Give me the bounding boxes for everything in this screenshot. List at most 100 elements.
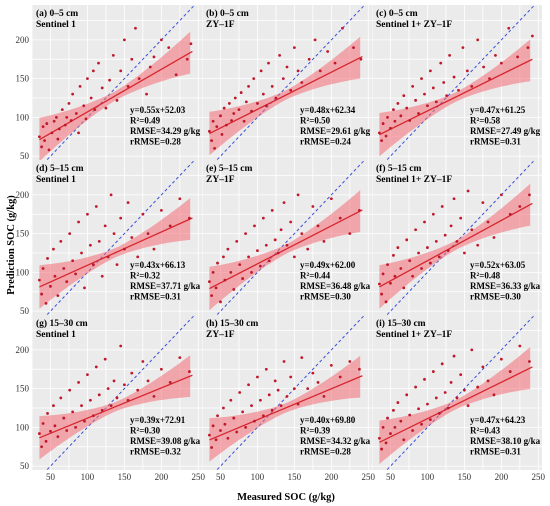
data-point [348,232,352,236]
data-point [423,92,426,96]
data-point [267,393,271,397]
data-point [210,294,214,298]
data-point [241,277,245,280]
data-point [78,84,82,88]
data-point [306,387,310,391]
data-point [106,255,110,259]
data-point [273,238,277,242]
data-point [93,108,97,112]
data-point [392,253,395,257]
data-point [60,108,64,112]
data-point [420,77,423,81]
data-point [389,281,392,285]
data-point [44,301,48,305]
data-point [63,123,67,127]
y-axis-title: Prediction SOC (g/kg) [6,195,17,295]
data-point [229,270,233,274]
panel-subtitle: Sentinel 1 [36,330,76,340]
data-point [516,55,520,59]
data-point [449,381,453,384]
data-point [417,112,420,115]
data-point [333,61,337,65]
stat-line: RMSE=37.71 g/ka [130,281,201,291]
stat-line: R²=0.39 [300,426,331,436]
panel-subtitle: ZY–1F [206,20,235,30]
data-point [270,208,274,212]
data-point [329,197,333,201]
data-point [437,412,441,415]
data-point [426,402,429,406]
data-point [168,224,172,228]
data-point [261,92,265,96]
data-point [338,216,342,220]
data-point [455,239,459,243]
data-point [261,414,265,418]
data-point [476,385,480,389]
x-tick-label: 50 [216,472,226,482]
data-point [112,232,116,236]
data-point [462,251,466,255]
x-tick-label: 150 [118,472,132,482]
data-point [486,379,490,383]
y-tick-label: 100 [16,422,30,432]
data-point [94,205,98,208]
data-point [57,127,61,131]
data-point [103,224,107,228]
data-point [278,53,282,57]
data-point [68,388,72,392]
data-point [434,100,438,104]
data-point [235,430,239,434]
data-point [188,370,191,373]
data-point [91,69,95,73]
data-point [296,69,300,73]
data-point [292,387,296,391]
data-point [216,414,219,418]
data-point [65,429,69,432]
data-point [289,88,293,92]
data-point [486,220,490,224]
data-point [457,88,460,92]
data-point [462,388,466,392]
data-point [222,255,225,259]
data-point [306,247,310,251]
data-point [396,401,400,404]
data-point [91,263,95,267]
data-point [300,81,304,84]
one-to-one-line [216,5,365,160]
data-point [40,445,44,449]
data-point [152,55,156,59]
data-point [211,270,215,274]
stat-line: rRMSE=0.32 [130,447,181,457]
stat-line: y=0.47x+64.23 [470,415,526,425]
data-point [476,38,480,42]
data-point [54,115,58,119]
stat-line: RMSE=34.29 g/kg [130,126,201,136]
data-point [59,396,63,400]
data-point [86,212,89,216]
data-point [443,391,447,394]
data-point [481,201,485,205]
data-point [74,425,78,429]
data-point [88,243,92,247]
panel-title: (g) 15–30 cm [36,318,88,329]
data-point [459,373,463,377]
data-point [185,57,189,61]
data-point [256,375,259,379]
panel-subtitle: Sentinel 1+ ZY–1F [376,20,452,30]
data-point [393,274,397,278]
data-point [417,251,420,255]
data-point [210,446,214,449]
data-point [145,92,148,96]
data-point [210,139,214,143]
y-tick-label: 50 [20,461,30,471]
panel-subtitle: ZY–1F [206,175,235,185]
data-point [148,65,152,69]
data-point [232,416,236,420]
data-point [408,119,412,122]
data-point [431,212,435,216]
data-point [214,438,218,442]
data-point [396,246,400,249]
data-point [207,280,211,284]
one-to-one-line [46,315,195,470]
